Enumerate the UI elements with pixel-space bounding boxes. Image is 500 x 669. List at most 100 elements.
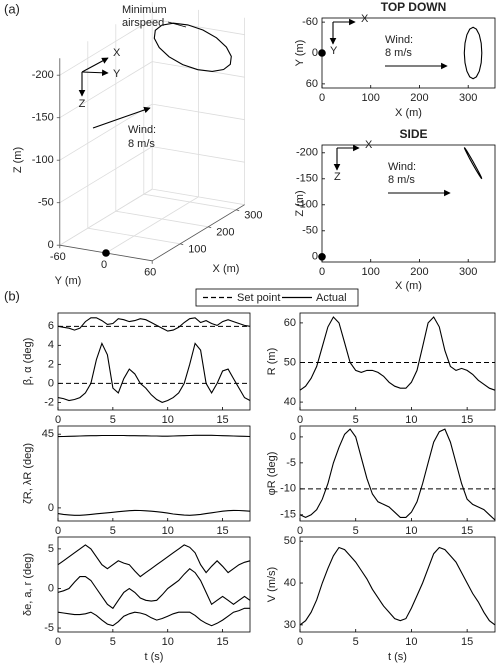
y-tick-label: -50 (302, 225, 318, 237)
x-axis-label: t (s) (145, 651, 164, 663)
y-tick-label: -100 (296, 199, 318, 211)
plot-area (57, 425, 251, 522)
plot-area (321, 17, 496, 89)
x-tick-label: 15 (461, 414, 473, 426)
series-line (299, 546, 496, 626)
y-tick-label: 4 (48, 339, 54, 351)
plot-area (299, 536, 496, 633)
x-tick-label: 15 (216, 636, 228, 648)
panel-label: (a) (4, 1, 20, 16)
wind-label: Wind: (388, 161, 416, 173)
chart-title: TOP DOWN (381, 0, 447, 14)
triad-label: X (365, 139, 373, 151)
x-axis-label: X (m) (395, 280, 422, 292)
y-tick-label: -15 (280, 509, 296, 521)
y-tick-label: -5 (44, 622, 54, 634)
plot-area (321, 144, 496, 263)
x-tick-label: 0 (297, 414, 303, 426)
grid-line (152, 103, 245, 121)
plot-area (299, 425, 496, 522)
y-tick-label: 0 (312, 47, 318, 59)
x-tick-label: 300 (244, 210, 262, 222)
y-tick-label: 50 (284, 535, 296, 547)
x-tick-label: 5 (110, 414, 116, 426)
x-tick-label: 100 (362, 92, 380, 104)
y-tick-label: 40 (284, 577, 296, 589)
z-tick-label: -150 (32, 112, 54, 124)
x-tick-label: 10 (405, 414, 417, 426)
axis-label: Y (m) (55, 275, 82, 287)
y-tick-label: 0 (101, 259, 107, 271)
x-tick-label: 0 (297, 525, 303, 537)
start-point (318, 49, 326, 57)
y-axis-label: ζR, λR (deg) (22, 443, 34, 504)
triad-label: Z (79, 98, 86, 110)
axis-line (151, 204, 245, 262)
triad-label: Z (334, 171, 341, 183)
grid-line (152, 188, 245, 206)
y-axis-label: Z (m) (294, 190, 306, 216)
grid-line (59, 103, 153, 161)
leader-line (167, 21, 187, 28)
series-line (463, 147, 483, 180)
triad-label: Y (113, 68, 121, 80)
x-tick-label: 0 (319, 266, 325, 278)
x-tick-label: 0 (55, 636, 61, 648)
y-tick-label: 30 (284, 619, 296, 631)
plot-area (299, 312, 496, 411)
series-line (57, 317, 251, 332)
y-tick-label: -10 (280, 483, 296, 495)
annotation: Minimum (122, 4, 167, 16)
start-point (318, 252, 326, 261)
triad-label: X (361, 13, 369, 25)
x-tick-label: 10 (162, 414, 174, 426)
y-tick-label: -2 (44, 396, 54, 408)
axis-label: Z (m) (12, 147, 24, 173)
y-axis-label: V (m/s) (266, 567, 278, 602)
grid-line (59, 146, 153, 204)
wind-label: Wind: (128, 124, 156, 136)
panel-label: (b) (4, 288, 20, 303)
x-axis-label: X (m) (395, 107, 422, 119)
x-tick-label: 100 (188, 244, 206, 256)
y-axis-label: φR (deg) (266, 452, 278, 496)
series-line (463, 26, 483, 80)
series-line (299, 316, 496, 391)
series-line (57, 544, 251, 578)
y-tick-label: -200 (296, 147, 318, 159)
series-line (57, 341, 251, 403)
y-tick-label: 0 (48, 582, 54, 594)
y-axis-label: β, α (deg) (22, 338, 34, 386)
y-tick-label: 2 (48, 358, 54, 370)
triad-label: Y (330, 45, 338, 57)
z-tick-label: -100 (32, 154, 54, 166)
wind-label: 8 m/s (128, 138, 155, 150)
y-tick-label: 45 (42, 428, 54, 440)
triad-arrow (81, 69, 109, 77)
x-tick-label: 200 (410, 92, 428, 104)
tick-mark (180, 243, 184, 246)
z-tick-label: -50 (38, 197, 54, 209)
triad-label: X (113, 47, 121, 59)
plot-area (57, 312, 251, 411)
annotation: airspeed (122, 17, 164, 29)
legend-box (195, 288, 359, 307)
wind-label: Wind: (385, 34, 413, 46)
grid-line (59, 18, 153, 76)
y-axis-label: R (m) (266, 348, 278, 376)
x-tick-label: 300 (459, 92, 477, 104)
y-tick-label: -60 (302, 16, 318, 28)
y-axis-label: Y (m) (294, 40, 306, 67)
tick-mark (236, 209, 240, 212)
y-axis-label: δe, a, r (deg) (22, 553, 34, 616)
x-tick-label: 5 (110, 636, 116, 648)
x-tick-label: 15 (461, 636, 473, 648)
trajectory (153, 22, 232, 72)
grid-line (59, 61, 153, 119)
x-tick-label: 0 (55, 414, 61, 426)
series-line (57, 567, 251, 610)
x-tick-label: 0 (297, 636, 303, 648)
wind-label: 8 m/s (388, 174, 415, 186)
series-line (57, 509, 251, 516)
